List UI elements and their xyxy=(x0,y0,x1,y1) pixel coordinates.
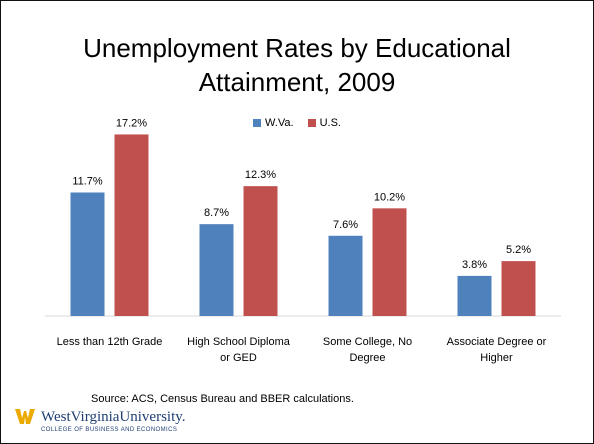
category-label-1-line-1: Less than 12th Grade xyxy=(57,336,163,348)
data-label-u-s-4: 5.2% xyxy=(506,244,531,256)
bar-u-s-1 xyxy=(115,134,149,316)
bar-u-s-4 xyxy=(502,261,536,316)
bar-w-va-4 xyxy=(458,276,492,316)
bar-w-va-2 xyxy=(200,224,234,316)
category-label-2-line-1: High School Diploma xyxy=(187,336,291,348)
logo-text: WestVirginiaUniversity. COLLEGE OF BUSIN… xyxy=(41,409,186,434)
data-label-u-s-3: 10.2% xyxy=(374,191,405,203)
bar-w-va-3 xyxy=(329,236,363,316)
bar-w-va-1 xyxy=(71,193,105,317)
data-label-u-s-2: 12.3% xyxy=(245,169,276,181)
data-label-w-va-2: 8.7% xyxy=(204,207,229,219)
source-note: Source: ACS, Census Bureau and BBER calc… xyxy=(91,393,354,405)
category-label-2-line-2: or GED xyxy=(220,352,257,364)
wvu-logo: WestVirginiaUniversity. COLLEGE OF BUSIN… xyxy=(15,409,186,434)
bar-u-s-2 xyxy=(244,186,278,316)
wvu-flying-wv-icon xyxy=(15,409,37,425)
logo-college-name: COLLEGE OF BUSINESS AND ECONOMICS xyxy=(41,426,186,434)
category-label-3-line-1: Some College, No xyxy=(323,336,412,348)
category-label-4-line-1: Associate Degree or xyxy=(447,336,547,348)
data-label-w-va-4: 3.8% xyxy=(462,259,487,271)
category-label-3-line-2: Degree xyxy=(349,352,385,364)
logo-university-name: WestVirginiaUniversity. xyxy=(41,409,186,426)
category-label-4-line-2: Higher xyxy=(480,352,513,364)
data-label-w-va-1: 11.7% xyxy=(72,176,103,188)
bar-u-s-3 xyxy=(373,208,407,316)
data-label-u-s-1: 17.2% xyxy=(116,117,147,129)
bar-chart: 11.7% 17.2% Less than 12th Grade 8.7% 12.3% H… xyxy=(1,1,593,391)
data-label-w-va-3: 7.6% xyxy=(333,219,358,231)
